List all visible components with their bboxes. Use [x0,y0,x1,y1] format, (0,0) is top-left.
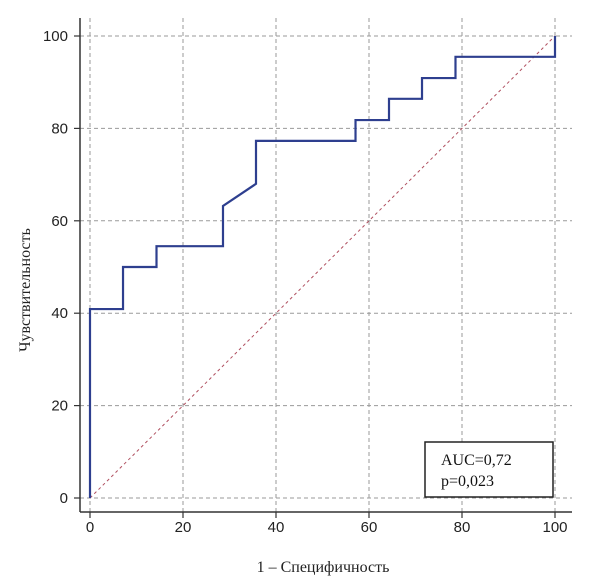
x-tick-label: 80 [454,519,471,536]
axes [79,18,572,513]
x-tick-label: 40 [268,519,285,536]
y-tick-label: 100 [43,28,68,45]
reference-diagonal [89,35,556,499]
y-tick-label: 80 [51,120,68,137]
y-tick-label: 20 [51,398,68,415]
x-tick-label: 0 [86,519,94,536]
x-tick-label: 100 [542,519,567,536]
x-tick-label: 20 [175,519,192,536]
y-tick-label: 0 [60,490,68,507]
auc-legend-box: AUC=0,72 p=0,023 [424,441,554,498]
x-axis-ticks: 0 20 40 60 80 100 [86,512,568,536]
plot-area [80,18,572,512]
y-axis-title: Чувствительность [17,228,34,352]
y-axis-ticks: 0 20 40 60 80 100 [43,28,80,507]
y-tick-label: 40 [51,305,68,322]
x-tick-label: 60 [361,519,378,536]
auc-value: AUC=0,72 [441,452,512,469]
roc-curve [88,36,557,498]
grid-lines [80,18,572,512]
x-axis-title: 1 – Специфичность [257,559,390,576]
p-value: p=0,023 [441,473,494,490]
y-tick-label: 60 [51,213,68,230]
